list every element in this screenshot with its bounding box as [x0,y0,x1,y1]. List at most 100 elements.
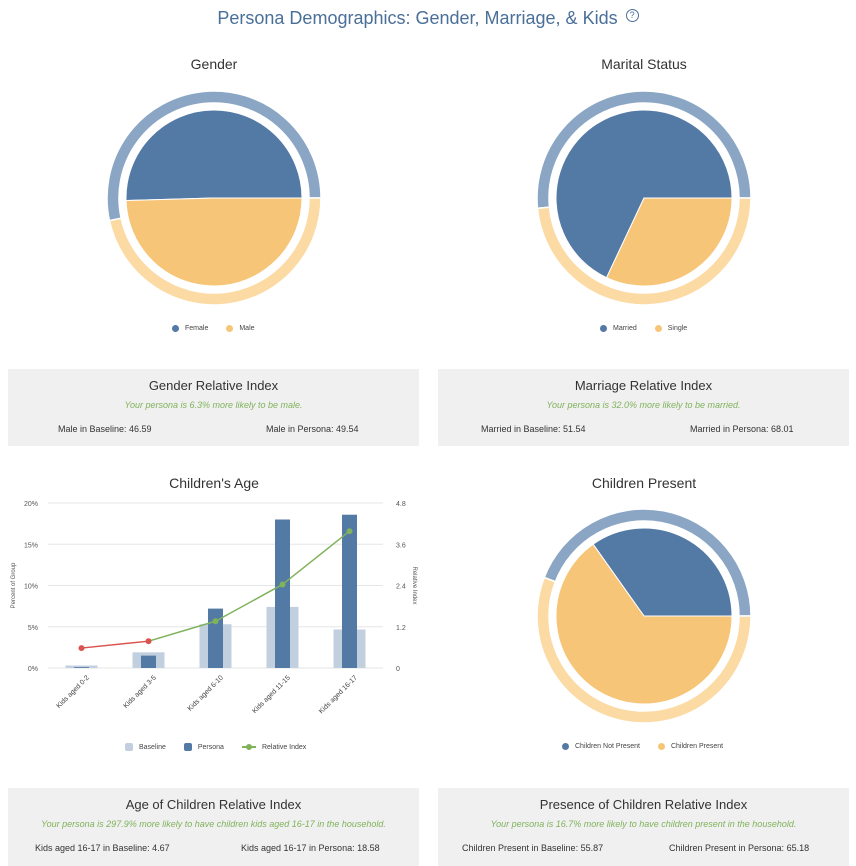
legend-marker-female [172,325,179,332]
relative-index-line-segment [81,640,149,649]
help-icon[interactable]: ? [625,9,639,22]
relative-index-line-segment [282,530,350,586]
pie-slice-male[interactable] [125,197,303,287]
y2-axis-label: Relative Index [411,566,417,604]
legend-label-children-present: Children Present [670,743,724,750]
legend-label-male: Male [239,325,255,332]
legend-label-persona: Persona [197,743,224,751]
panel-baseline-value: Children Present in Baseline: 55.87 [462,843,604,853]
panel-baseline-value: Married in Baseline: 51.54 [481,424,586,434]
childrens-age-combo-chart: 0% 5% 10% 15% 20% 0 1.2 2.4 3.6 4.8 Percent of Gro… [11,501,417,715]
panel-title: Marriage Relative Index [574,378,713,393]
presence-of-children-relative-index-panel: Presence of Children Relative Index Your… [438,788,849,866]
x-tick-label: Kids aged 0-2 [55,674,91,710]
relative-index-point-kids-aged-11-15[interactable] [279,581,286,588]
y2-tick-label: 2.4 [396,584,406,591]
gender-chart-title: Gender [190,56,238,72]
legend-marker-single [654,325,662,332]
y-tick-label: 10% [24,584,38,591]
page-header: Persona Demographics: Gender, Marriage, … [0,8,856,29]
relative-index-line-segment [148,620,216,642]
panel-note: Your persona is 6.3% more likely to be m… [124,400,303,410]
pie-slice-female[interactable] [125,109,303,202]
legend-marker-married [600,325,607,332]
legend-label-single: Single [667,325,688,332]
y-tick-label: 15% [24,542,38,549]
panel-persona-value: Children Present in Persona: 65.18 [669,843,810,853]
legend-item-relative-index[interactable]: Relative Index [241,743,307,751]
bar-baseline-kids-aged-0-2[interactable] [65,665,98,668]
legend-label-female: Female [185,325,209,332]
marital-legend: Married Single [600,325,687,332]
childrens-age-legend: Baseline Persona Relative Index [125,743,306,751]
panel-persona-value: Male in Persona: 49.54 [266,424,359,434]
relative-index-point-kids-aged-6-10[interactable] [212,618,219,625]
x-tick-label: Kids aged 6-10 [187,674,225,712]
y-tick-label: 20% [24,501,38,508]
bar-persona-kids-aged-6-10[interactable] [208,608,223,668]
panel-title: Age of Children Relative Index [125,797,302,812]
panel-title: Presence of Children Relative Index [539,797,748,812]
y2-tick-label: 0 [396,666,400,673]
marriage-relative-index-panel: Marriage Relative Index Your persona is … [438,369,849,446]
y2-tick-label: 3.6 [396,542,406,549]
legend-item-female[interactable]: Female [172,325,208,332]
panel-baseline-value: Male in Baseline: 46.59 [58,424,152,434]
baseline-ring-slice-children-present[interactable] [536,576,752,724]
bar-persona-kids-aged-11-15[interactable] [275,519,290,669]
legend-item-persona[interactable]: Persona [183,743,224,751]
relative-index-point-kids-aged-16-17[interactable] [346,528,353,535]
baseline-ring-slice-single[interactable] [536,197,752,306]
legend-label-children-not-present: Children Not Present [575,743,640,750]
legend-item-single[interactable]: Single [654,325,688,332]
legend-label-baseline: Baseline [139,743,166,751]
panel-title: Gender Relative Index [148,378,279,393]
legend-label-married: Married [613,325,637,332]
x-tick-label: Kids aged 3-5 [122,674,158,710]
legend-item-male[interactable]: Male [226,325,255,332]
age-of-children-relative-index-panel: Age of Children Relative Index Your pers… [8,788,419,866]
legend-item-children-present[interactable]: Children Present [657,743,724,750]
legend-item-baseline[interactable]: Baseline [125,743,166,751]
bar-persona-kids-aged-0-2[interactable] [74,667,89,668]
panel-note: Your persona is 297.9% more likely to ha… [41,819,386,829]
x-tick-label: Kids aged 16-17 [318,674,359,715]
legend-label-relative-index: Relative Index [261,743,307,751]
y-axis-label: Percent of Group [11,562,17,608]
relative-index-point-kids-aged-3-5[interactable] [145,638,152,645]
panel-note: Your persona is 32.0% more likely to be … [546,400,741,410]
legend-item-married[interactable]: Married [600,325,637,332]
relative-index-point-kids-aged-0-2[interactable] [78,645,85,652]
childrens-age-chart-title: Children's Age [169,475,259,491]
y-tick-label: 0% [28,666,38,673]
relative-index-line-segment [215,583,283,622]
gender-pie-chart [106,90,322,306]
baseline-ring-slice-male[interactable] [108,197,322,306]
legend-marker-children-not-present [562,743,569,750]
bar-persona-kids-aged-3-5[interactable] [141,655,156,668]
marital-chart-title: Marital Status [601,56,687,72]
y-tick-label: 5% [28,625,38,632]
bar-persona-kids-aged-16-17[interactable] [342,514,357,668]
children-present-pie-chart [536,508,752,724]
legend-marker-relative-index [241,744,256,750]
legend-marker-children-present [657,743,665,750]
page-title: Persona Demographics: Gender, Marriage, … [217,8,618,28]
y2-tick-label: 1.2 [396,625,406,632]
panel-persona-value: Kids aged 16-17 in Persona: 18.58 [241,843,380,853]
gender-relative-index-panel: Gender Relative Index Your persona is 6.… [8,369,419,446]
pie-slice-married[interactable] [555,109,733,279]
y2-tick-label: 4.8 [396,501,406,508]
gender-legend: Female Male [172,325,255,332]
pie-slice-children-not-present[interactable] [592,527,733,617]
legend-marker-male [226,325,234,332]
legend-marker-persona [183,743,192,751]
legend-marker-baseline [125,743,133,751]
panel-baseline-value: Kids aged 16-17 in Baseline: 4.67 [35,843,170,853]
pie-slice-single[interactable] [605,197,733,287]
panel-persona-value: Married in Persona: 68.01 [690,424,794,434]
legend-item-children-not-present[interactable]: Children Not Present [562,743,640,750]
children-present-chart-title: Children Present [591,475,697,491]
pie-slice-children-present[interactable] [555,543,733,705]
